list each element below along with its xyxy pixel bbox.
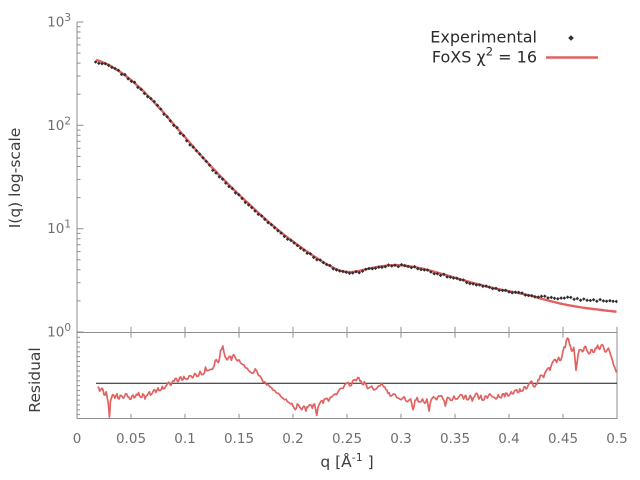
y-tick-label: 101 xyxy=(47,219,71,238)
axis-ticks xyxy=(76,21,618,419)
legend: Experimental FoXS χ2 = 16 xyxy=(430,28,598,67)
x-tick-label: 0.05 xyxy=(116,431,146,447)
fit-line xyxy=(95,58,617,313)
x-axis-title: q [Å-1 ] xyxy=(320,451,373,471)
residual-plot-series xyxy=(96,337,617,419)
legend-fit-base: FoXS χ xyxy=(432,48,486,67)
residual-panel-border xyxy=(76,332,618,419)
experimental-points xyxy=(93,60,618,304)
main-plot-series xyxy=(93,58,618,313)
y-tick-label: 102 xyxy=(47,115,71,134)
x-axis-title-base: q [Å xyxy=(320,452,352,471)
y-tick-label: 100 xyxy=(47,322,71,341)
x-tick-label: 0.25 xyxy=(332,431,362,447)
x-tick-label: 0.1 xyxy=(174,431,195,447)
legend-fit-superscript: 2 xyxy=(486,45,493,59)
legend-label-experimental: Experimental xyxy=(430,28,537,47)
legend-marker-experimental-diamond xyxy=(568,35,574,41)
residual-line xyxy=(97,337,617,419)
legend-label-fit: FoXS χ2 = 16 xyxy=(432,45,537,67)
x-tick-label: 0.15 xyxy=(224,431,254,447)
x-tick-label: 0.35 xyxy=(440,431,470,447)
x-tick-labels: 0 0.05 0.1 0.15 0.2 0.25 0.3 0.35 0.4 0.45 0.5 xyxy=(73,431,628,447)
y-tick-label: 103 xyxy=(47,12,71,31)
x-tick-label: 0.5 xyxy=(606,431,627,447)
x-axis-title-close: ] xyxy=(363,453,374,471)
legend-fit-tail: = 16 xyxy=(493,48,537,67)
x-tick-label: 0.45 xyxy=(548,431,578,447)
x-axis-title-superscript: -1 xyxy=(352,451,363,464)
x-tick-label: 0.4 xyxy=(498,431,519,447)
residual-y-axis-title: Residual xyxy=(26,347,44,412)
x-tick-label: 0.3 xyxy=(390,431,411,447)
main-y-axis-title: I(q) log-scale xyxy=(6,128,24,229)
x-tick-label: 0.2 xyxy=(282,431,303,447)
y-tick-labels: 100 101 102 103 xyxy=(47,12,71,341)
x-tick-label: 0 xyxy=(73,431,82,447)
